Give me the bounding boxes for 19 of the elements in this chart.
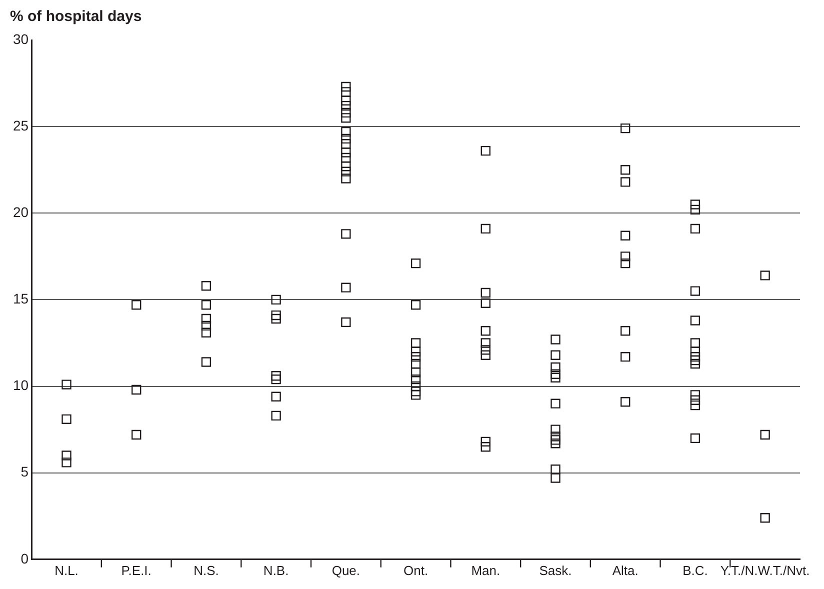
x-tick-label: N.S. [194, 562, 219, 578]
x-tick-label: B.C. [682, 562, 708, 578]
y-tick-label: 10 [12, 377, 29, 394]
x-tick-label: N.B. [263, 562, 289, 578]
x-tick-label: Alta. [612, 562, 638, 578]
x-tick-label: Que. [332, 562, 360, 578]
x-tick-label: N.L. [54, 562, 78, 578]
y-tick-label: 20 [12, 204, 29, 220]
y-tick-label: 0 [20, 550, 29, 566]
x-tick-label: P.E.I. [121, 562, 152, 578]
x-tick-label: Sask. [539, 562, 572, 578]
y-tick-label: 25 [12, 117, 29, 134]
x-tick-label: Y.T./N.W.T./Nvt. [720, 562, 810, 578]
y-tick-label: 30 [12, 30, 29, 47]
x-tick-label: Man. [471, 562, 500, 578]
y-axis-title: % of hospital days [10, 8, 142, 26]
x-tick-label: Ont. [403, 562, 428, 578]
y-tick-label: 15 [12, 290, 29, 307]
y-tick-label: 5 [20, 464, 29, 480]
